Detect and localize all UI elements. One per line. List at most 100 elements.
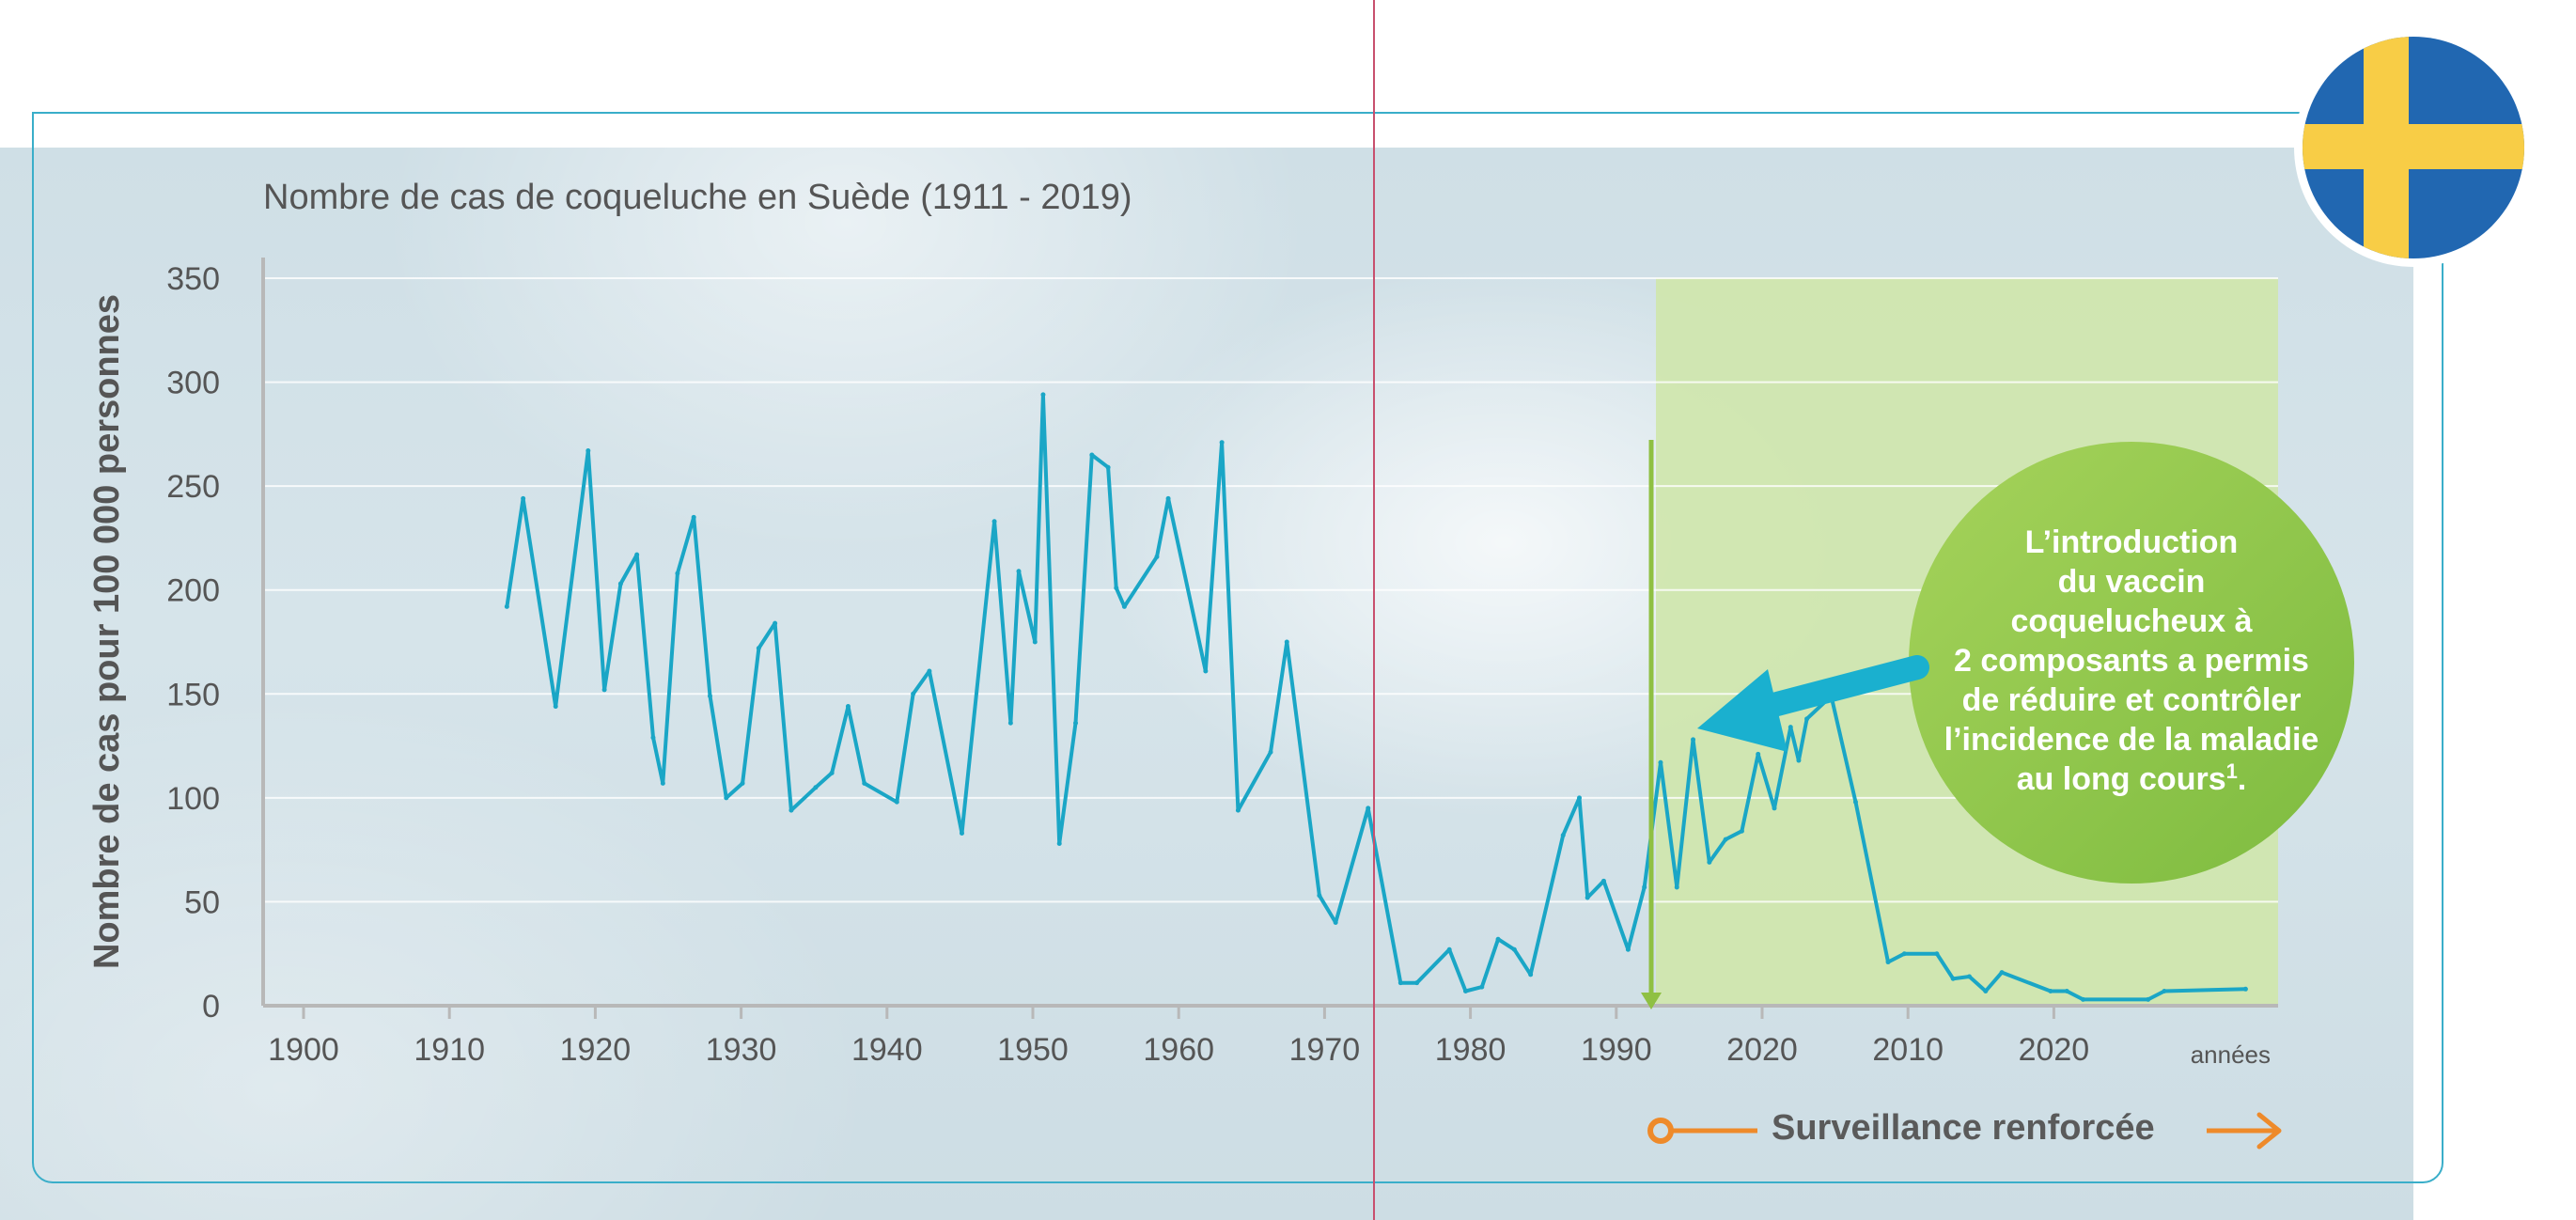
data-point [1739, 828, 1744, 834]
annotation-footnote: 1 [2226, 759, 2238, 783]
data-point [1397, 980, 1403, 986]
data-point [1203, 668, 1209, 674]
x-tick-label: 1900 [268, 1032, 339, 1068]
data-point [1658, 759, 1663, 765]
data-point [724, 795, 729, 801]
data-point [553, 704, 558, 710]
x-tick-label: 1990 [1581, 1032, 1652, 1068]
data-point [1885, 960, 1891, 965]
data-point [1788, 725, 1793, 730]
data-point [1495, 936, 1501, 942]
data-point [650, 735, 656, 741]
y-tick-labels: 0 50 100 150 200 250 300 350 [166, 261, 220, 1024]
data-point [1235, 807, 1241, 813]
data-point [1121, 603, 1127, 609]
y-tick-label: 50 [184, 884, 220, 920]
data-point [911, 691, 916, 696]
vaccine-marker-arrowhead [1641, 993, 1662, 1009]
data-point [1114, 586, 1119, 591]
y-tick-label: 0 [202, 989, 220, 1024]
data-point [601, 687, 607, 693]
data-point [1691, 737, 1696, 743]
data-point [707, 693, 712, 698]
annotation-line-6: l’incidence de la maladie [1944, 722, 2319, 758]
x-tick-label: 1970 [1289, 1032, 1361, 1068]
data-point [1950, 976, 1956, 981]
x-tick-label: 1920 [560, 1032, 632, 1068]
callout-arrow-shaft [1747, 655, 1929, 721]
data-point [788, 807, 794, 813]
data-point [634, 552, 640, 557]
x-tick-labels: 1900 1910 1920 1930 1940 1950 1960 1970 1980 1990… [268, 1006, 2089, 1068]
data-point [1165, 495, 1171, 501]
data-point [1528, 972, 1534, 978]
annotation-line-4: 2 composants a permis [1954, 643, 2309, 679]
data-point [1756, 751, 1761, 757]
data-point [894, 799, 899, 805]
series-points [504, 392, 2248, 1002]
data-point [1479, 984, 1485, 990]
data-point [1105, 464, 1111, 470]
data-point [675, 571, 680, 576]
x-tick-label: 2020 [2019, 1032, 2090, 1068]
x-tick-label: 2020 [1726, 1032, 1798, 1068]
y-tick-label: 100 [166, 781, 220, 817]
data-point [1089, 452, 1095, 458]
data-point [691, 514, 696, 520]
data-point [1983, 989, 1989, 994]
data-point [845, 704, 851, 710]
x-tick-label: 2010 [1872, 1032, 1944, 1068]
timeline-start-circle [1647, 1118, 1674, 1144]
data-point [1966, 974, 1972, 979]
data-point [756, 646, 761, 651]
data-point [862, 780, 867, 786]
annotation-line-3: coquelucheux à [2011, 603, 2253, 639]
annotation-text: L’introduction du vaccin coquelucheux à … [1944, 524, 2319, 797]
annotation-line-7-text: au long cours [2017, 761, 2226, 797]
callout-arrow-head [1697, 669, 1788, 752]
data-point [1723, 837, 1728, 842]
annotation-line-2: du vaccin [2058, 564, 2206, 600]
x-tick-label: 1910 [414, 1032, 485, 1068]
y-tick-label: 300 [166, 366, 220, 401]
annotation-bubble [1909, 442, 2354, 884]
x-tick-label: 1950 [997, 1032, 1069, 1068]
sweden-flag-icon [2294, 28, 2533, 267]
data-point [2242, 986, 2248, 992]
data-point [1901, 951, 1907, 957]
data-point [1007, 720, 1013, 726]
data-point [1600, 878, 1606, 884]
chart-title: Nombre de cas de coqueluche en Suède (19… [263, 178, 1132, 217]
data-point [1577, 795, 1583, 801]
data-point [927, 668, 932, 674]
annotation-end: . [2238, 761, 2246, 797]
data-point [2048, 989, 2053, 994]
y-tick-label: 150 [166, 677, 220, 712]
data-point [1511, 946, 1517, 952]
data-point [740, 780, 745, 786]
data-point [1446, 946, 1452, 952]
data-point [2146, 996, 2151, 1002]
data-point [1040, 392, 1046, 398]
data-point [504, 603, 509, 609]
annotation-line-5: de réduire et contrôler [1962, 682, 2302, 718]
data-point [585, 448, 591, 454]
data-point [1772, 806, 1777, 811]
data-point [813, 785, 819, 790]
annotation-line-7: au long cours1. [2017, 759, 2247, 797]
annotation-line-1: L’introduction [2025, 524, 2239, 560]
data-point [1804, 716, 1810, 722]
x-tick-label: 1980 [1435, 1032, 1507, 1068]
data-point [1219, 440, 1225, 446]
y-tick-label: 350 [166, 261, 220, 297]
y-tick-label: 200 [166, 573, 220, 609]
data-point [1642, 884, 1647, 890]
data-point [829, 770, 835, 775]
data-point [1414, 980, 1420, 986]
data-point [1585, 895, 1590, 900]
y-tick-label: 250 [166, 469, 220, 505]
data-point [1284, 639, 1289, 645]
data-point [1462, 989, 1468, 994]
surveillance-timeline: Surveillance renforcée [1647, 1108, 2282, 1150]
data-point [1016, 569, 1022, 574]
